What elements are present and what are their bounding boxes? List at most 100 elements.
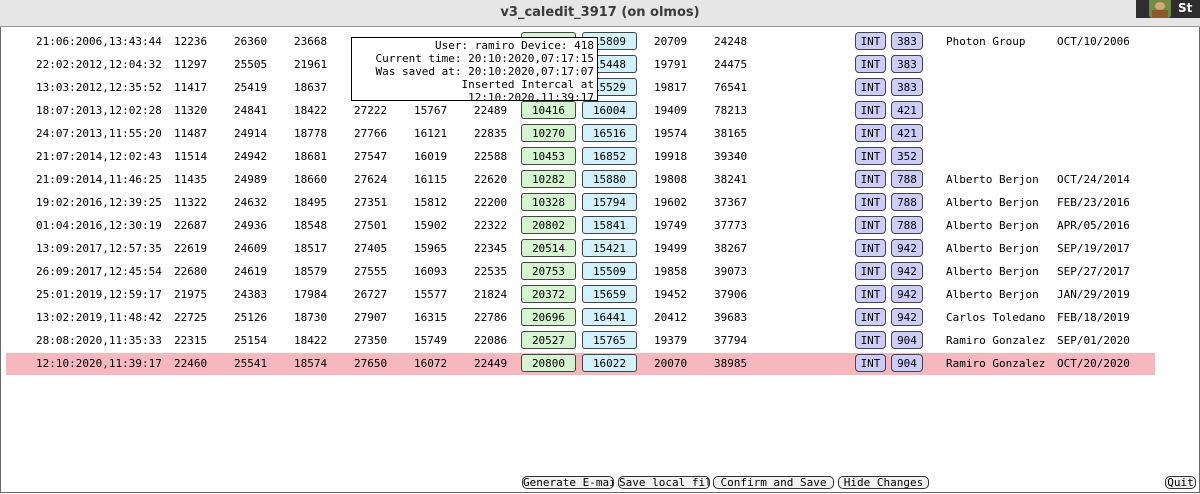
int-tag-button[interactable]: INT <box>855 55 886 73</box>
device-number-button[interactable]: 942 <box>891 308 923 326</box>
green-value-field[interactable]: 10270 <box>521 124 576 142</box>
value-cell: 76541 <box>714 81 748 94</box>
person-cell: Alberto Berjon <box>946 219 1039 232</box>
person-cell: Alberto Berjon <box>946 196 1039 209</box>
value-cell: 12236 <box>174 35 208 48</box>
int-tag-button[interactable]: INT <box>855 308 886 326</box>
date-cell: OCT/10/2006 <box>1057 35 1130 48</box>
green-value-field[interactable]: 20514 <box>521 239 576 257</box>
value-cell: 21961 <box>294 58 328 71</box>
int-tag-button[interactable]: INT <box>855 216 886 234</box>
device-number-button[interactable]: 942 <box>891 239 923 257</box>
int-tag-button[interactable]: INT <box>855 78 886 96</box>
table-row[interactable]: 18:07:2013,12:02:28 11320 24841 18422 27222 1… <box>6 100 1155 122</box>
device-number-button[interactable]: 942 <box>891 285 923 303</box>
value-cell: 27650 <box>354 357 388 370</box>
cyan-value-field[interactable]: 16004 <box>582 101 637 119</box>
int-tag-button[interactable]: INT <box>855 147 886 165</box>
cyan-value-field[interactable]: 16516 <box>582 124 637 142</box>
int-tag-button[interactable]: INT <box>855 354 886 372</box>
confirm-and-save-button[interactable]: Confirm and Save <box>713 476 834 489</box>
table-row[interactable]: 19:02:2016,12:39:25 11322 24632 18495 27351 1… <box>6 192 1155 214</box>
cyan-value-field[interactable]: 15794 <box>582 193 637 211</box>
value-cell: 22835 <box>474 127 508 140</box>
device-number-button[interactable]: 904 <box>891 354 923 372</box>
cyan-value-field[interactable]: 15880 <box>582 170 637 188</box>
table-row[interactable]: 25:01:2019,12:59:17 21975 24383 17984 26727 1… <box>6 284 1155 306</box>
table-row[interactable]: 28:08:2020,11:35:33 22315 25154 18422 27350 1… <box>6 330 1155 352</box>
device-number-button[interactable]: 788 <box>891 170 923 188</box>
table-row[interactable]: 21:09:2014,11:46:25 11435 24989 18660 27624 1… <box>6 169 1155 191</box>
value-cell: 22620 <box>474 173 508 186</box>
device-number-button[interactable]: 942 <box>891 262 923 280</box>
int-tag-button[interactable]: INT <box>855 262 886 280</box>
user-avatar-icon[interactable] <box>1149 0 1171 18</box>
green-value-field[interactable]: 10416 <box>521 101 576 119</box>
table-row[interactable]: 24:07:2013,11:55:20 11487 24914 18778 27766 1… <box>6 123 1155 145</box>
value-cell: 19791 <box>654 58 688 71</box>
green-value-field[interactable]: 10453 <box>521 147 576 165</box>
green-value-field[interactable]: 10328 <box>521 193 576 211</box>
green-value-field[interactable]: 20802 <box>521 216 576 234</box>
value-cell: 15767 <box>414 104 448 117</box>
int-tag-button[interactable]: INT <box>855 193 886 211</box>
cyan-value-field[interactable]: 15421 <box>582 239 637 257</box>
table-row[interactable]: 13:02:2019,11:48:42 22725 25126 18730 27907 1… <box>6 307 1155 329</box>
window-titlebar[interactable]: v3_caledit_3917 (on olmos) <box>0 0 1200 27</box>
date-cell: JAN/29/2019 <box>1057 288 1130 301</box>
value-cell: 18422 <box>294 104 328 117</box>
value-cell: 27547 <box>354 150 388 163</box>
cyan-value-field[interactable]: 16022 <box>582 354 637 372</box>
green-value-field[interactable]: 20527 <box>521 331 576 349</box>
cyan-value-field[interactable]: 15659 <box>582 285 637 303</box>
value-cell: 15577 <box>414 288 448 301</box>
device-number-button[interactable]: 383 <box>891 32 923 50</box>
int-tag-button[interactable]: INT <box>855 331 886 349</box>
green-value-field[interactable]: 20753 <box>521 262 576 280</box>
generate-email-button[interactable]: Generate E-mail <box>522 476 614 489</box>
value-cell: 39340 <box>714 150 748 163</box>
date-cell: FEB/23/2016 <box>1057 196 1130 209</box>
green-value-field[interactable]: 20800 <box>521 354 576 372</box>
timestamp-cell: 21:09:2014,11:46:25 <box>36 173 162 186</box>
table-row-selected[interactable]: 12:10:2020,11:39:17 22460 25541 18574 27650 1… <box>6 353 1155 375</box>
value-cell: 18778 <box>294 127 328 140</box>
tooltip-user-line: User: ramiro Device: 418 <box>435 39 594 52</box>
cyan-value-field[interactable]: 16441 <box>582 308 637 326</box>
table-row[interactable]: 21:07:2014,12:02:43 11514 24942 18681 27547 1… <box>6 146 1155 168</box>
int-tag-button[interactable]: INT <box>855 239 886 257</box>
table-row[interactable]: 13:09:2017,12:57:35 22619 24609 18517 27405 1… <box>6 238 1155 260</box>
quit-button[interactable]: Quit <box>1165 476 1196 489</box>
device-number-button[interactable]: 904 <box>891 331 923 349</box>
device-number-button[interactable]: 788 <box>891 193 923 211</box>
hide-changes-button[interactable]: Hide Changes <box>838 476 929 489</box>
int-tag-button[interactable]: INT <box>855 32 886 50</box>
person-cell: Photon Group <box>946 35 1026 48</box>
green-value-field[interactable]: 10282 <box>521 170 576 188</box>
cyan-value-field[interactable]: 15765 <box>582 331 637 349</box>
green-value-field[interactable]: 20372 <box>521 285 576 303</box>
cyan-value-field[interactable]: 15509 <box>582 262 637 280</box>
int-tag-button[interactable]: INT <box>855 170 886 188</box>
timestamp-cell: 25:01:2019,12:59:17 <box>36 288 162 301</box>
table-row[interactable]: 26:09:2017,12:45:54 22680 24619 18579 27555 1… <box>6 261 1155 283</box>
value-cell: 15965 <box>414 242 448 255</box>
device-number-button[interactable]: 788 <box>891 216 923 234</box>
int-tag-button[interactable]: INT <box>855 124 886 142</box>
cyan-value-field[interactable]: 15841 <box>582 216 637 234</box>
green-value-field[interactable]: 20696 <box>521 308 576 326</box>
save-local-file-button[interactable]: Save local file <box>618 476 710 489</box>
int-tag-button[interactable]: INT <box>855 285 886 303</box>
device-number-button[interactable]: 383 <box>891 78 923 96</box>
value-cell: 17984 <box>294 288 328 301</box>
device-number-button[interactable]: 383 <box>891 55 923 73</box>
table-row[interactable]: 01:04:2016,12:30:19 22687 24936 18548 27501 1… <box>6 215 1155 237</box>
value-cell: 22315 <box>174 334 208 347</box>
user-chip-label: St <box>1178 1 1193 15</box>
device-number-button[interactable]: 421 <box>891 101 923 119</box>
device-number-button[interactable]: 352 <box>891 147 923 165</box>
int-tag-button[interactable]: INT <box>855 101 886 119</box>
device-number-button[interactable]: 421 <box>891 124 923 142</box>
value-cell: 78213 <box>714 104 748 117</box>
cyan-value-field[interactable]: 16852 <box>582 147 637 165</box>
